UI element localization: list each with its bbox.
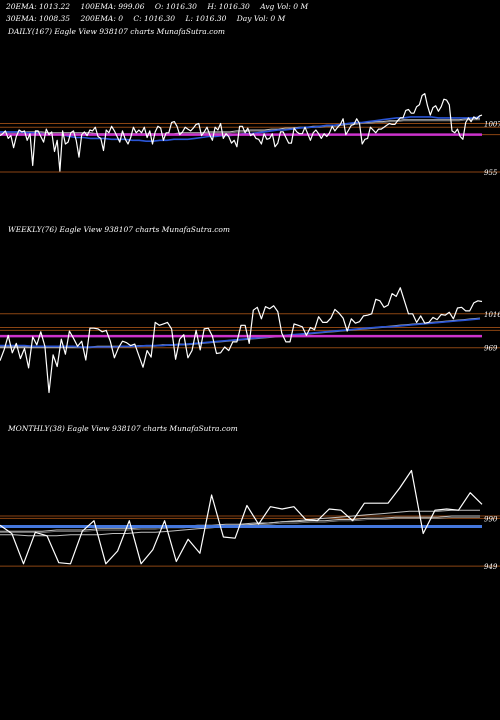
monthly-price-line [0, 469, 483, 565]
ema30-stat: 30EMA: 1008.35 [6, 13, 71, 23]
ema20-stat: 20EMA: 1013.22 [6, 2, 71, 11]
weekly-y-tick-label-1: 969 [484, 345, 498, 353]
monthly-y-tick-label-1: 949 [484, 563, 498, 571]
avg-vol-stat: Avg Vol: 0 M [260, 2, 309, 11]
weekly-y-tick-label-0: 1016 [484, 311, 500, 319]
ema100-stat: 100EMA: 999.06 [80, 2, 145, 11]
weekly-chart-title: WEEKLY(76) Eagle View 938107 charts Muna… [8, 225, 230, 234]
weekly-slow-average-shadow-line [0, 318, 481, 349]
daily-y-tick-label-0: 1007 [484, 120, 500, 128]
high-stat: H: 1016.30 [207, 2, 250, 11]
daily-y-tick-label-1: 955 [484, 169, 498, 177]
stats-row-1: 20EMA: 1013.22 100EMA: 999.06 O: 1016.30… [6, 1, 316, 13]
weekly-fast-average-line [0, 318, 481, 348]
close-stat: C: 1016.30 [133, 13, 176, 23]
daily-price-line [0, 93, 483, 172]
daily-slow-average-line [0, 118, 480, 135]
monthly-chart-title: MONTHLY(38) Eagle View 938107 charts Mun… [7, 424, 238, 433]
daily-fast-average-line [0, 116, 481, 142]
weekly-price-line [0, 287, 483, 394]
ema200-stat: 200EMA: 0 [80, 13, 124, 23]
day-vol-stat: Day Vol: 0 M [236, 13, 286, 23]
low-stat: L: 1016.30 [185, 13, 227, 23]
stats-row-2: 30EMA: 1008.35 200EMA: 0 C: 1016.30 L: 1… [6, 13, 316, 25]
stats-header: 20EMA: 1013.22 100EMA: 999.06 O: 1016.30… [6, 1, 316, 24]
open-stat: O: 1016.30 [154, 2, 197, 11]
weekly-slow-average-line [0, 317, 481, 348]
daily-chart-title: DAILY(167) Eagle View 938107 charts Muna… [7, 27, 225, 36]
monthly-y-tick-label-0: 990 [484, 515, 498, 523]
